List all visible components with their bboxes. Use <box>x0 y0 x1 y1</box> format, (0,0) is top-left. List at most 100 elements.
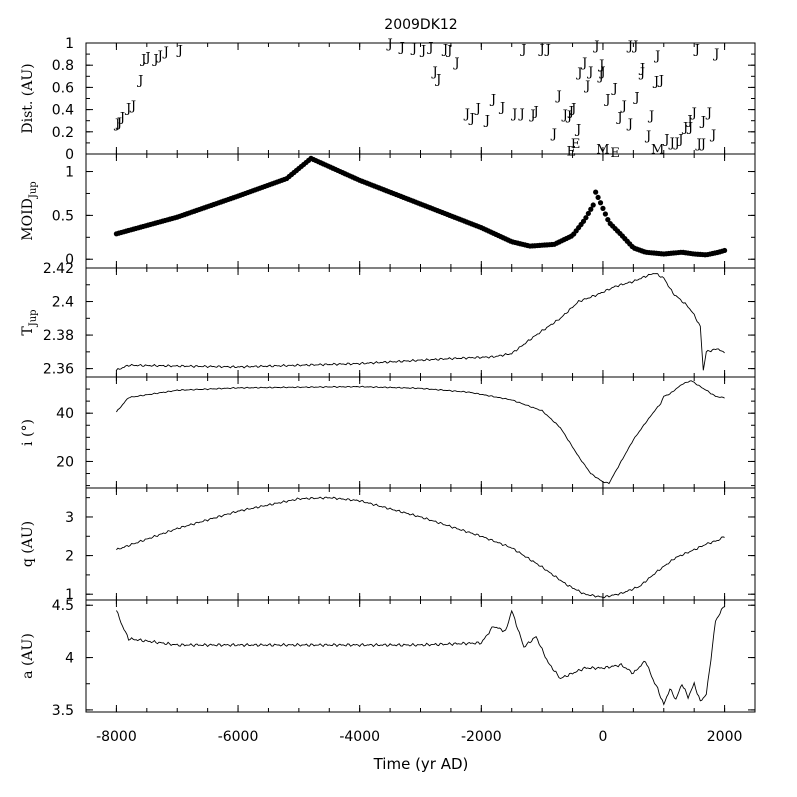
encounter-J: J <box>531 105 538 120</box>
y-tick-label: 0.5 <box>52 208 74 224</box>
y-tick-label: 0 <box>65 252 74 268</box>
moid-point <box>721 247 728 254</box>
moid-point <box>580 218 587 224</box>
encounter-J: J <box>620 99 627 114</box>
panel-frame <box>85 599 756 713</box>
moid-point <box>595 194 601 201</box>
encounter-J: J <box>129 99 136 114</box>
y-axis-label: MOIDJup <box>20 181 39 240</box>
encounter-E: E <box>610 146 620 161</box>
encounter-J: J <box>652 75 659 90</box>
encounter-J: J <box>474 101 481 116</box>
encounter-J: J <box>118 110 125 125</box>
encounter-J: J <box>638 61 645 76</box>
encounter-J: J <box>528 108 535 123</box>
encounter-J: J <box>681 120 688 135</box>
moid-point <box>593 189 599 195</box>
panel-frame <box>85 267 756 378</box>
encounter-J: J <box>709 128 716 143</box>
encounter-J: J <box>686 120 693 135</box>
y-axis-label-main: q (AU) <box>20 521 36 567</box>
encounter-J: J <box>597 58 604 73</box>
encounter-J: J <box>567 105 574 120</box>
encounter-J: J <box>156 49 163 64</box>
y-axis-label: i (°) <box>20 419 36 446</box>
y-tick-label: 1 <box>65 36 74 52</box>
y-axis-label-sub: Jup <box>28 181 39 199</box>
encounter-J: J <box>685 114 692 129</box>
encounter-J: J <box>699 115 706 130</box>
encounter-J: J <box>434 73 441 88</box>
encounter-J: J <box>569 101 576 116</box>
encounter-J: J <box>517 107 524 122</box>
encounter-J: J <box>498 100 505 115</box>
encounter-J: J <box>124 101 131 116</box>
y-axis-label-main: a (AU) <box>20 633 36 679</box>
encounter-J: J <box>139 53 146 68</box>
y-axis-label-main: Dist. (AU) <box>20 63 36 133</box>
encounter-J: J <box>626 117 633 132</box>
x-tick-label: -6000 <box>218 729 259 745</box>
y-tick-label: 0.4 <box>52 103 74 119</box>
x-tick-label: 2000 <box>707 729 743 745</box>
encounter-J: J <box>452 56 459 71</box>
encounter-J: J <box>538 43 545 58</box>
encounter-J: J <box>550 127 557 142</box>
encounter-J: J <box>676 132 683 147</box>
encounter-J: J <box>693 43 700 58</box>
x-tick-label: -4000 <box>339 729 380 745</box>
y-tick-label: 40 <box>56 406 74 422</box>
encounter-J: J <box>631 39 638 54</box>
encounter-J: J <box>468 111 475 126</box>
y-axis-label: a (AU) <box>20 633 36 679</box>
y-tick-label: 3.5 <box>52 703 74 719</box>
y-axis-label: q (AU) <box>20 521 36 567</box>
y-tick-label: 0 <box>65 147 74 163</box>
encounter-J: J <box>586 65 593 80</box>
encounter-J: J <box>544 43 551 58</box>
series-line-incl <box>116 380 725 485</box>
encounter-J: J <box>115 116 122 131</box>
encounter-J: J <box>592 39 599 54</box>
y-tick-label: 4 <box>65 651 74 667</box>
encounter-J: J <box>597 69 604 84</box>
encounter-J: J <box>638 66 645 81</box>
encounter-J: J <box>143 50 150 65</box>
encounter-J: J <box>136 74 143 89</box>
series-line-q <box>116 496 725 599</box>
y-tick-label: 3 <box>65 510 74 526</box>
y-tick-label: 1 <box>65 165 74 181</box>
panel-tjup: 2.36 2.38 2.4 2.42 TJup <box>20 261 756 378</box>
panel-a: 3.5 4 4.5 a (AU) <box>20 598 756 719</box>
encounter-J: J <box>430 65 437 80</box>
chart-title: 2009DK12 <box>384 17 457 33</box>
encounter-J: J <box>668 136 675 151</box>
encounter-J: J <box>113 117 120 132</box>
encounter-J: J <box>626 39 633 54</box>
y-axis-label-main: MOID <box>20 198 36 241</box>
y-tick-label: 2.42 <box>43 261 74 277</box>
encounter-J: J <box>653 49 660 64</box>
encounter-J: J <box>598 65 605 80</box>
y-tick-label: 1 <box>65 587 74 603</box>
y-tick-label: 20 <box>56 454 74 470</box>
series-line-tjup <box>116 273 725 371</box>
encounter-J: J <box>632 90 639 105</box>
encounter-J: J <box>445 44 452 59</box>
encounter-J: J <box>712 47 719 62</box>
encounter-E: E <box>567 145 577 160</box>
moid-point <box>590 202 596 208</box>
encounter-J: J <box>615 110 622 125</box>
encounter-J: J <box>673 136 680 151</box>
y-axis-label: Dist. (AU) <box>20 63 36 133</box>
panel-frame <box>85 487 756 601</box>
y-tick-label: 0.2 <box>52 125 74 141</box>
encounter-J: J <box>690 106 697 121</box>
y-tick-label: 2.4 <box>52 295 74 311</box>
encounter-J: J <box>565 109 572 124</box>
y-axis-label-main: i (°) <box>20 419 36 446</box>
encounter-J: J <box>644 129 651 144</box>
encounter-J: J <box>151 53 158 68</box>
